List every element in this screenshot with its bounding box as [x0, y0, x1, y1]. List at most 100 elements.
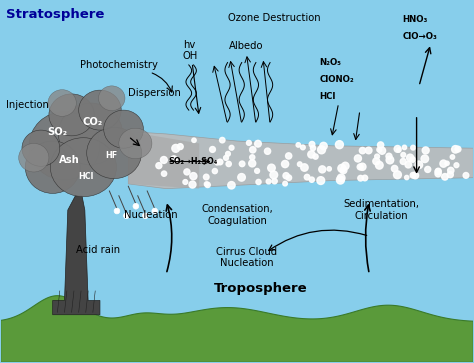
- Circle shape: [250, 155, 255, 160]
- Polygon shape: [53, 196, 100, 315]
- Circle shape: [400, 158, 406, 164]
- Circle shape: [192, 138, 196, 142]
- Circle shape: [285, 153, 292, 159]
- Text: Ozone Destruction: Ozone Destruction: [228, 13, 321, 23]
- Circle shape: [156, 163, 162, 169]
- Circle shape: [217, 159, 223, 165]
- Circle shape: [212, 168, 218, 174]
- Circle shape: [296, 143, 301, 147]
- Circle shape: [374, 154, 380, 159]
- Circle shape: [210, 147, 216, 152]
- Circle shape: [452, 146, 459, 153]
- Circle shape: [373, 158, 380, 165]
- Circle shape: [297, 162, 302, 167]
- Text: Ash: Ash: [59, 155, 80, 165]
- Text: ClONO₂: ClONO₂: [319, 75, 355, 84]
- Text: Cirrus Cloud
Nucleation: Cirrus Cloud Nucleation: [216, 247, 277, 268]
- Ellipse shape: [58, 103, 123, 165]
- Ellipse shape: [18, 143, 49, 172]
- Circle shape: [282, 160, 289, 168]
- Circle shape: [340, 167, 347, 174]
- Circle shape: [133, 203, 139, 209]
- Circle shape: [359, 163, 366, 170]
- Circle shape: [172, 144, 180, 152]
- Circle shape: [319, 166, 326, 173]
- Circle shape: [411, 145, 416, 150]
- Text: HCl: HCl: [319, 91, 336, 101]
- Circle shape: [435, 171, 441, 177]
- Circle shape: [375, 162, 383, 169]
- Circle shape: [114, 208, 120, 214]
- Circle shape: [143, 213, 148, 219]
- Circle shape: [377, 147, 382, 152]
- Circle shape: [171, 156, 177, 162]
- Circle shape: [204, 182, 209, 186]
- Ellipse shape: [25, 141, 80, 193]
- Circle shape: [183, 180, 188, 184]
- Circle shape: [454, 163, 459, 168]
- Circle shape: [189, 181, 196, 188]
- Circle shape: [386, 156, 394, 164]
- Circle shape: [405, 175, 409, 180]
- Circle shape: [407, 154, 414, 161]
- Circle shape: [203, 174, 209, 180]
- Text: ClO→O₃: ClO→O₃: [402, 32, 438, 41]
- Text: Condensation,
Coagulation: Condensation, Coagulation: [201, 204, 273, 226]
- Circle shape: [359, 147, 365, 154]
- Ellipse shape: [79, 90, 121, 130]
- Circle shape: [310, 146, 316, 151]
- Ellipse shape: [104, 110, 144, 148]
- Circle shape: [447, 171, 453, 178]
- Circle shape: [239, 161, 245, 167]
- Circle shape: [338, 164, 346, 172]
- Circle shape: [238, 174, 246, 181]
- Circle shape: [455, 146, 461, 152]
- Circle shape: [301, 145, 305, 150]
- Circle shape: [255, 140, 261, 147]
- Circle shape: [304, 174, 310, 180]
- Circle shape: [190, 172, 197, 180]
- Circle shape: [313, 154, 318, 159]
- Ellipse shape: [50, 138, 117, 197]
- Circle shape: [422, 147, 429, 154]
- Text: SO₂: SO₂: [47, 127, 67, 136]
- Circle shape: [301, 164, 308, 171]
- Circle shape: [342, 162, 349, 170]
- Circle shape: [392, 166, 398, 172]
- Circle shape: [177, 144, 183, 150]
- Circle shape: [224, 155, 228, 160]
- Circle shape: [184, 169, 190, 175]
- Ellipse shape: [22, 130, 60, 166]
- Circle shape: [402, 145, 407, 150]
- Circle shape: [337, 174, 345, 182]
- Circle shape: [394, 146, 401, 152]
- Text: Albedo: Albedo: [229, 41, 264, 51]
- Polygon shape: [128, 131, 199, 189]
- Ellipse shape: [48, 90, 76, 116]
- Circle shape: [357, 164, 363, 170]
- Circle shape: [377, 142, 384, 148]
- Circle shape: [355, 155, 362, 162]
- Circle shape: [250, 147, 256, 153]
- Circle shape: [401, 152, 406, 157]
- Circle shape: [421, 155, 428, 163]
- Text: HF: HF: [106, 151, 118, 160]
- Text: CO₂: CO₂: [83, 117, 103, 127]
- Text: Dispersion: Dispersion: [128, 89, 181, 98]
- Circle shape: [264, 148, 271, 154]
- Circle shape: [226, 151, 230, 156]
- Circle shape: [266, 179, 271, 184]
- Circle shape: [442, 174, 448, 180]
- Text: Nucleation: Nucleation: [124, 210, 177, 220]
- Circle shape: [337, 176, 345, 184]
- Circle shape: [268, 164, 275, 172]
- Circle shape: [272, 179, 277, 184]
- Circle shape: [228, 182, 235, 189]
- Text: N₂O₅: N₂O₅: [319, 58, 342, 67]
- Circle shape: [397, 148, 401, 152]
- Ellipse shape: [87, 127, 142, 179]
- Text: Troposphere: Troposphere: [214, 282, 308, 295]
- Circle shape: [205, 182, 210, 188]
- Text: Injection: Injection: [6, 101, 49, 110]
- Circle shape: [405, 162, 411, 168]
